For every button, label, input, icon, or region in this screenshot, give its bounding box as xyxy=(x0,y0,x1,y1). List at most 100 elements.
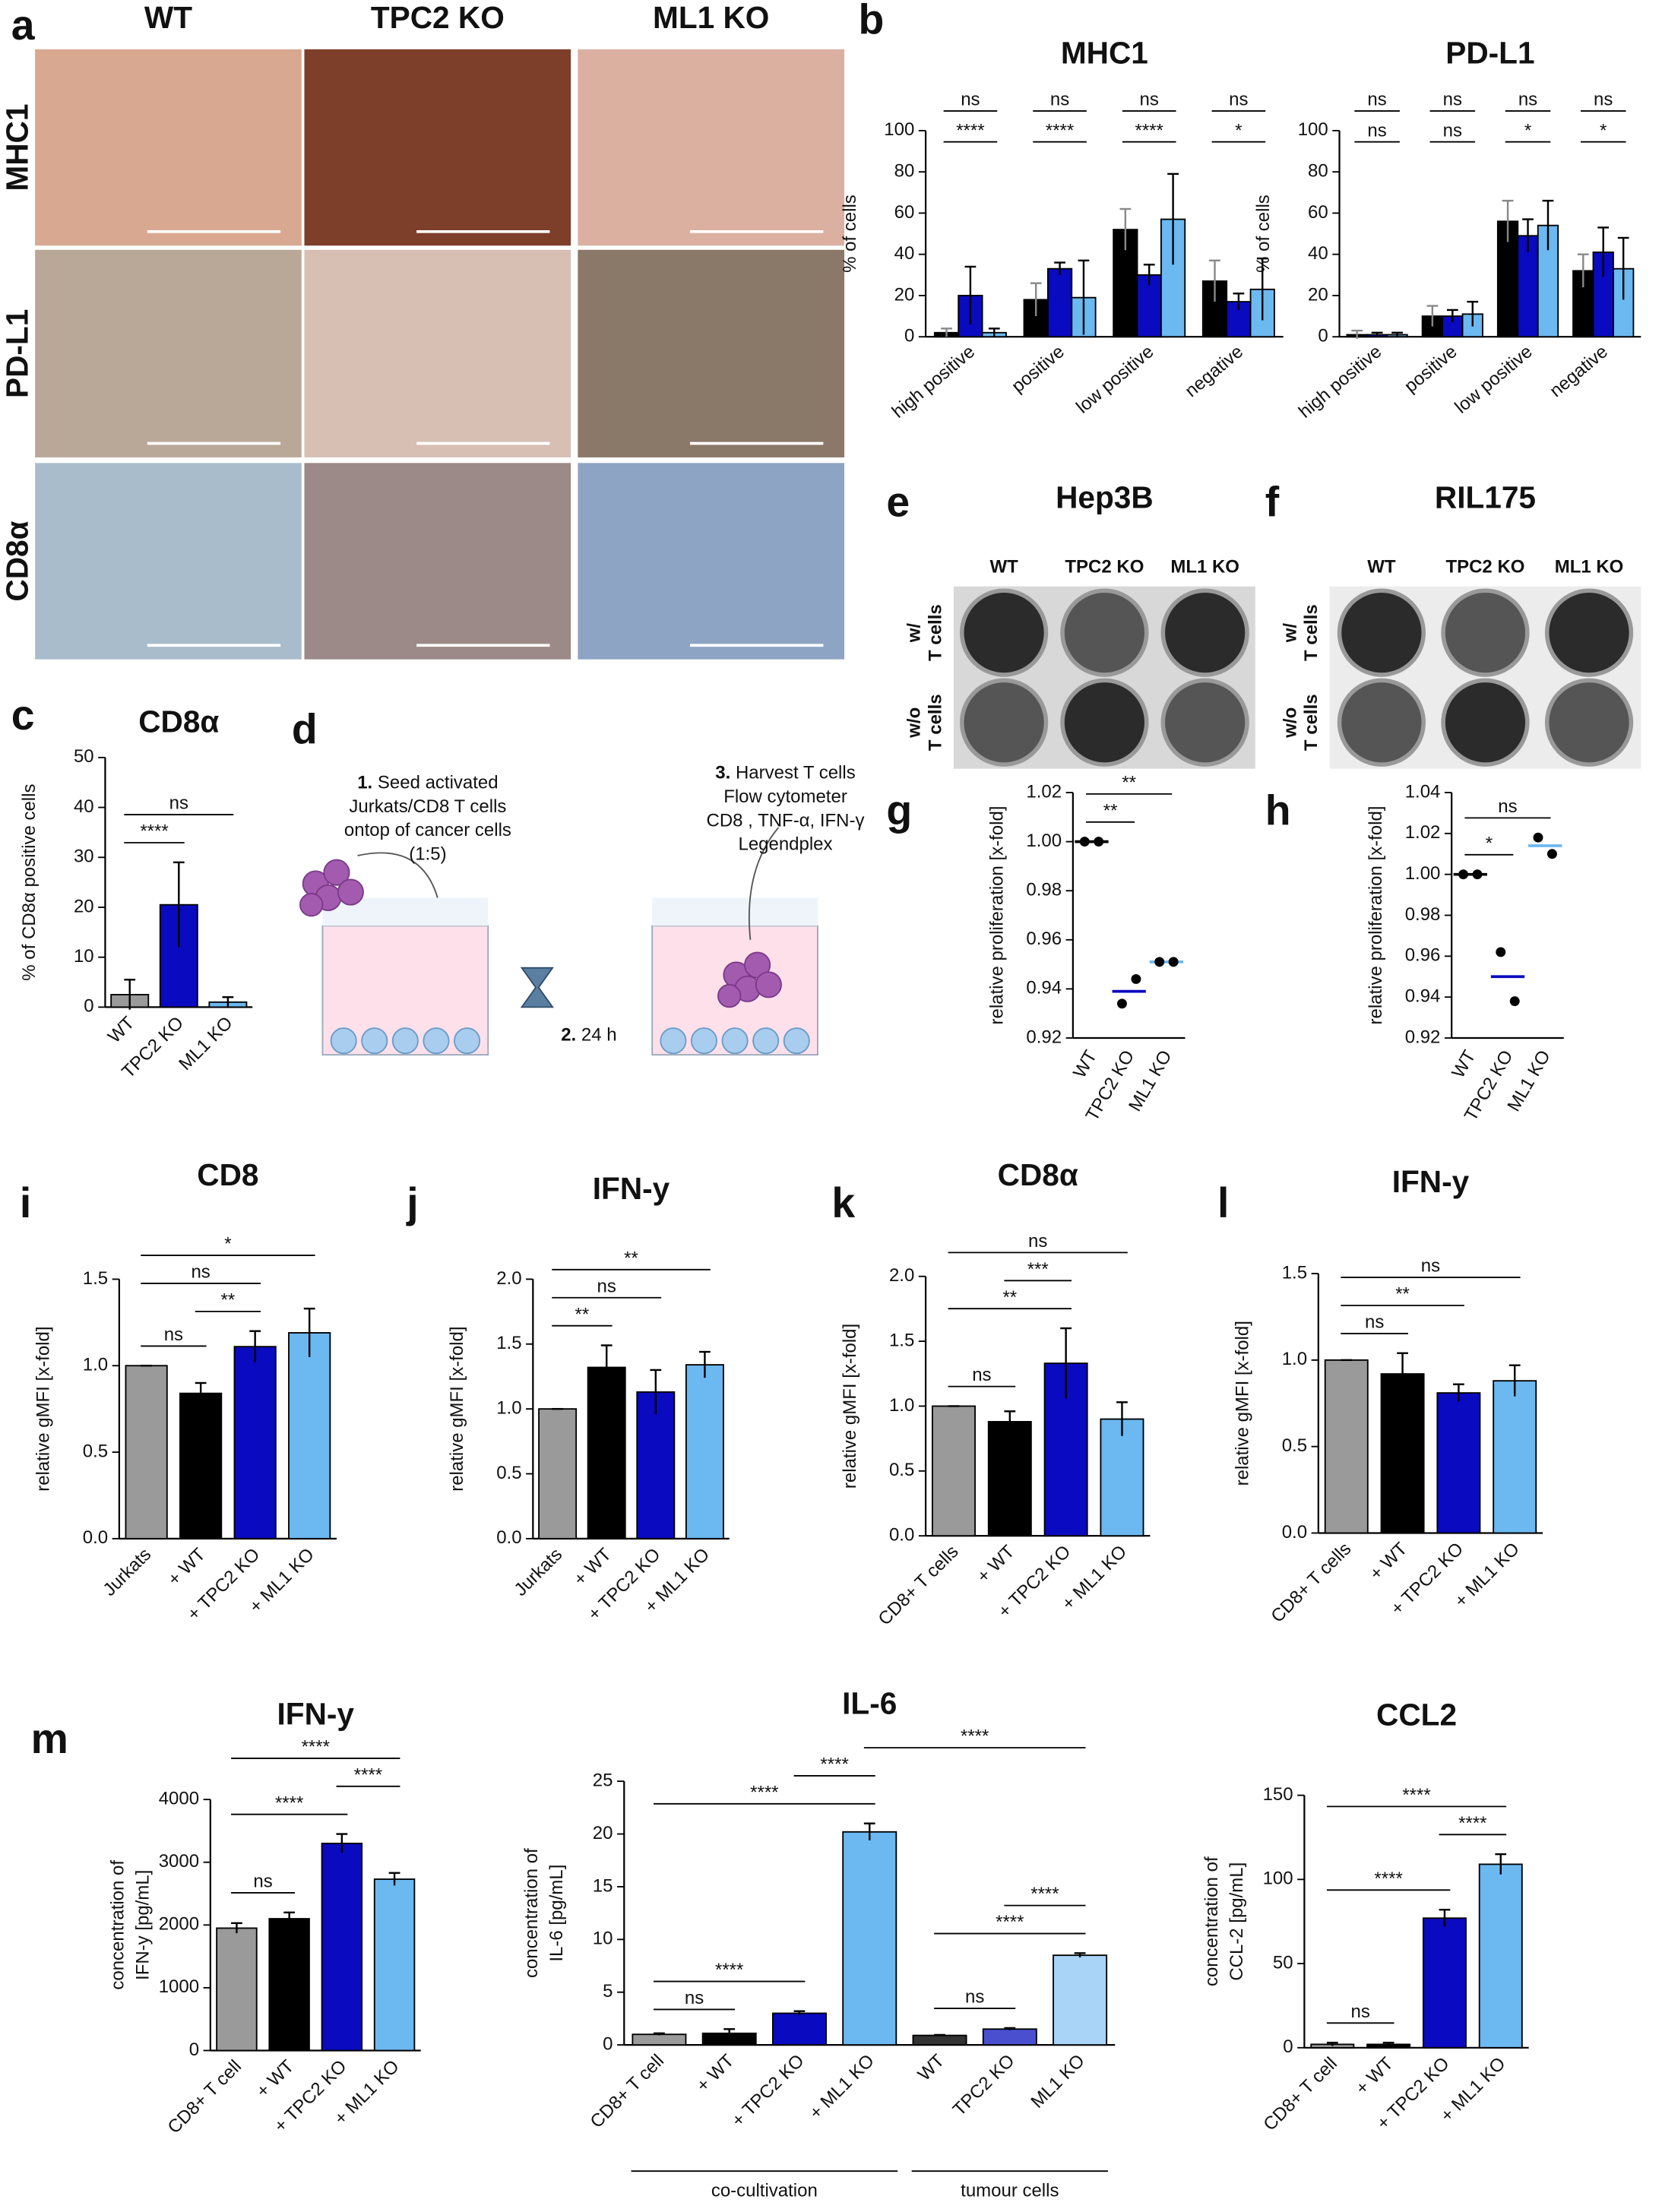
comparison-label: ** xyxy=(1122,772,1136,793)
plate-row: w/ xyxy=(1280,623,1300,644)
bar xyxy=(233,1346,277,1540)
y-tick-label: 2.0 xyxy=(496,1268,521,1289)
bar xyxy=(1422,1917,1467,2049)
plate-row: T cells xyxy=(1301,604,1322,661)
plate-title: RIL175 xyxy=(1435,479,1536,514)
y-tick-label: 0.0 xyxy=(83,1527,108,1548)
x-tick-label: positive xyxy=(1401,341,1461,397)
well-photo xyxy=(1337,588,1426,677)
bar xyxy=(1113,229,1138,338)
bar xyxy=(1436,1392,1481,1534)
data-point xyxy=(1533,832,1543,843)
comparison-label: **** xyxy=(820,1755,848,1775)
y-tick-label: 10 xyxy=(74,946,94,967)
y-tick-label: 15 xyxy=(593,1875,613,1896)
well-photo xyxy=(1160,678,1249,767)
comparison-label: **** xyxy=(750,1782,778,1802)
bar xyxy=(288,1332,331,1540)
plate-row: T cells xyxy=(925,604,945,661)
well-photo xyxy=(959,588,1049,677)
comparison-label: ** xyxy=(221,1290,236,1310)
significance-label: **** xyxy=(956,120,984,141)
y-tick-label: 150 xyxy=(1263,1784,1293,1805)
comparison-label: ** xyxy=(1103,800,1118,821)
panel-label: f xyxy=(1265,478,1280,525)
plate-row: w/ xyxy=(904,623,925,644)
x-tick-label: Jurkats xyxy=(510,1544,566,1600)
bar xyxy=(373,1878,416,2052)
data-point xyxy=(1131,974,1141,984)
bar xyxy=(1324,1359,1369,1534)
well-photo xyxy=(1160,588,1249,677)
micrograph xyxy=(578,463,845,660)
y-tick-label: 1.02 xyxy=(1405,822,1441,843)
comparison-label: **** xyxy=(715,1960,743,1980)
column-header: ML1 KO xyxy=(653,0,769,35)
chart-title: PD-L1 xyxy=(1445,35,1534,70)
comparison-label: ns xyxy=(1498,796,1517,817)
panel-label: b xyxy=(858,0,884,43)
step-text: 2. 24 h xyxy=(561,1025,616,1046)
y-tick-label: 30 xyxy=(74,847,94,867)
x-tick-label: negative xyxy=(1181,341,1247,401)
bar xyxy=(1053,1954,1108,2046)
x-tick-label: CD8+ T cell xyxy=(1259,2053,1341,2135)
x-tick-label: ML1 KO xyxy=(175,1013,236,1074)
well-photo xyxy=(1544,588,1634,677)
chart-title: IL-6 xyxy=(842,1686,897,1721)
y-tick-label: 1.00 xyxy=(1026,831,1062,851)
bar xyxy=(982,2028,1037,2046)
y-axis-label: concentration of xyxy=(1201,1856,1222,1986)
y-tick-label: 60 xyxy=(1308,202,1328,223)
x-tick-label: + WT xyxy=(570,1544,616,1590)
y-tick-label: 0.5 xyxy=(83,1441,108,1461)
y-tick-label: 0 xyxy=(189,2040,199,2060)
y-tick-label: 2.0 xyxy=(889,1265,914,1286)
y-tick-label: 60 xyxy=(894,202,915,223)
step-line: 24 h xyxy=(581,1025,617,1046)
arrow xyxy=(748,827,780,940)
y-tick-label: 0.94 xyxy=(1026,978,1062,998)
data-point xyxy=(1546,849,1557,859)
comparison-label: **** xyxy=(1374,1869,1402,1889)
y-tick-label: 20 xyxy=(1308,284,1328,305)
y-tick-label: 0.96 xyxy=(1026,929,1062,949)
y-tick-label: 20 xyxy=(74,896,94,916)
comparison-label: ** xyxy=(1395,1284,1410,1305)
x-tick-label: CD8+ T cells xyxy=(1267,1539,1355,1627)
y-tick-label: 2000 xyxy=(159,1914,199,1935)
micrograph xyxy=(578,249,845,457)
data-point xyxy=(1079,837,1090,847)
y-axis-label: relative gMFI [x-fold] xyxy=(447,1327,467,1492)
bar xyxy=(538,1408,578,1540)
y-tick-label: 0.0 xyxy=(889,1525,914,1546)
panel-label: c xyxy=(11,691,35,739)
step-text: Jurkats/CD8 T cells xyxy=(349,796,506,817)
step-line: ontop of cancer cells xyxy=(344,820,511,840)
bar xyxy=(1100,1418,1144,1537)
panel-label: e xyxy=(886,478,910,525)
panel-label: m xyxy=(31,1715,68,1762)
plate-column: ML1 KO xyxy=(1170,556,1239,577)
significance-label: ns xyxy=(1518,90,1537,110)
bar xyxy=(932,1405,976,1537)
step-text: Flow cytometer xyxy=(723,786,847,807)
micrograph xyxy=(304,49,571,246)
bar xyxy=(1478,1863,1523,2049)
y-tick-label: 0.0 xyxy=(1282,1522,1307,1543)
x-tick-label: WT xyxy=(104,1012,139,1047)
bar xyxy=(125,1365,168,1540)
bar xyxy=(912,2034,967,2046)
step-text: ontop of cancer cells xyxy=(344,820,511,840)
plate-column: WT xyxy=(989,556,1018,577)
schematic-drawing xyxy=(299,827,818,1056)
x-tick-label: high positive xyxy=(1295,341,1386,422)
comparison-label: **** xyxy=(354,1764,382,1785)
well-photo xyxy=(1441,588,1530,677)
x-tick-label: Jurkats xyxy=(99,1544,155,1600)
step-line: Legendplex xyxy=(738,834,832,855)
y-tick-label: 1.5 xyxy=(496,1333,521,1353)
step-number: 1. xyxy=(357,772,372,793)
significance-label: * xyxy=(1524,120,1531,141)
